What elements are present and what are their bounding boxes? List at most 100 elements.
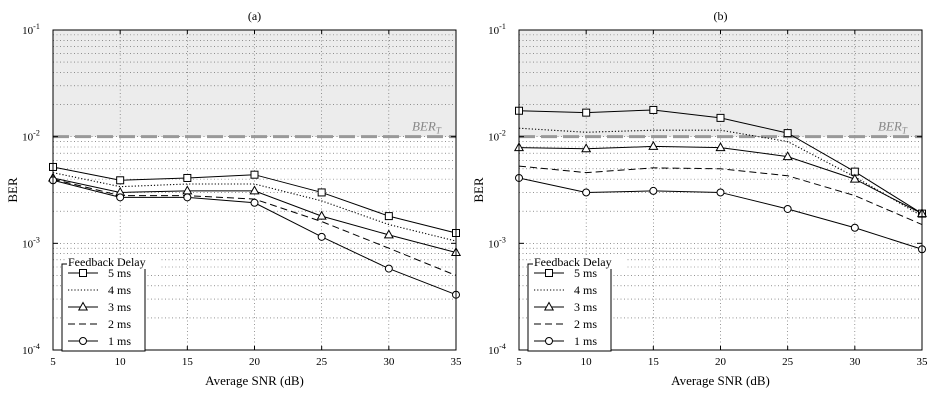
y-tick-exp: -4 — [499, 342, 506, 351]
data-point — [782, 151, 793, 161]
y-tick-exp: -1 — [33, 22, 40, 31]
series-1-ms — [49, 176, 460, 299]
legend-marker — [79, 269, 87, 277]
y-tick-exp: -2 — [499, 129, 506, 138]
legend-marker — [545, 269, 553, 277]
legend-marker — [545, 337, 553, 345]
y-tick-base: 10 — [488, 132, 500, 144]
legend-label: 1 ms — [108, 334, 131, 348]
data-point — [582, 108, 591, 117]
y-tick-base: 10 — [488, 25, 500, 37]
y-tick-exp: -3 — [499, 235, 506, 244]
y-axis-label: BER — [5, 177, 20, 203]
data-point — [783, 129, 792, 138]
y-tick-base: 10 — [22, 132, 34, 144]
y-tick-base: 10 — [22, 25, 34, 37]
legend-title: Feedback Delay — [534, 255, 612, 269]
legend-marker — [543, 301, 555, 311]
legend-title-bg — [67, 255, 159, 269]
y-axis-label: BER — [471, 177, 486, 203]
x-tick-label: 20 — [249, 356, 261, 368]
x-tick-label: 15 — [182, 356, 194, 368]
data-point — [250, 170, 259, 179]
series-2-ms — [518, 165, 923, 226]
y-tick-exp: -2 — [33, 129, 40, 138]
x-tick-label: 5 — [50, 356, 56, 368]
series-3-ms — [513, 140, 928, 218]
series-1-ms — [515, 173, 926, 254]
data-point — [648, 140, 659, 150]
y-tick-label: 10-2 — [22, 129, 40, 144]
y-tick-exp: -4 — [33, 342, 40, 351]
data-point — [715, 142, 726, 152]
x-axis-label: Average SNR (dB) — [205, 373, 304, 388]
x-tick-label: 35 — [451, 356, 463, 368]
data-point — [116, 193, 125, 202]
x-tick-label: 20 — [715, 356, 727, 368]
legend-label: 3 ms — [574, 300, 597, 314]
legend-label: 3 ms — [108, 300, 131, 314]
x-tick-label: 15 — [648, 356, 660, 368]
threshold-label-main: BER — [878, 119, 902, 134]
y-tick-base: 10 — [22, 345, 34, 357]
y-tick-label: 10-4 — [22, 342, 40, 357]
data-point — [317, 188, 326, 197]
threshold-label-sub: T — [902, 126, 908, 136]
y-tick-label: 10-3 — [488, 235, 506, 250]
y-tick-label: 10-1 — [22, 22, 40, 37]
y-tick-label: 10-4 — [488, 342, 506, 357]
x-tick-label: 30 — [849, 356, 861, 368]
legend-label: 1 ms — [574, 334, 597, 348]
data-point — [716, 113, 725, 122]
data-point — [850, 223, 859, 232]
x-tick-label: 5 — [516, 356, 522, 368]
data-point — [582, 188, 591, 197]
data-point — [249, 185, 260, 195]
data-point — [250, 198, 259, 207]
threshold-label: BERT — [412, 119, 442, 136]
x-axis-label: Average SNR (dB) — [671, 373, 770, 388]
data-point — [649, 105, 658, 114]
legend-title-bg — [533, 255, 625, 269]
legend-marker — [77, 301, 89, 311]
data-point — [849, 173, 860, 183]
threshold-label: BERT — [878, 119, 908, 136]
legend-label: 2 ms — [108, 317, 131, 331]
legend-title: Feedback Delay — [68, 255, 146, 269]
data-point — [183, 193, 192, 202]
series-3-ms — [47, 172, 462, 257]
x-tick-label: 35 — [917, 356, 929, 368]
data-point — [384, 264, 393, 273]
x-tick-label: 10 — [115, 356, 127, 368]
x-tick-label: 25 — [316, 356, 328, 368]
y-tick-label: 10-3 — [22, 235, 40, 250]
legend-label: 5 ms — [574, 266, 597, 280]
y-tick-exp: -1 — [499, 22, 506, 31]
data-point — [183, 173, 192, 182]
threshold-label-sub: T — [436, 126, 442, 136]
legend-label: 4 ms — [574, 283, 597, 297]
x-tick-label: 10 — [581, 356, 593, 368]
x-tick-label: 25 — [782, 356, 794, 368]
data-point — [384, 212, 393, 221]
legend-label: 5 ms — [108, 266, 131, 280]
data-point — [316, 210, 327, 220]
data-point — [317, 232, 326, 241]
x-tick-label: 30 — [383, 356, 395, 368]
legend-marker — [79, 337, 87, 345]
legend-label: 4 ms — [108, 283, 131, 297]
panel-title: (a) — [248, 9, 261, 23]
series-line — [52, 172, 457, 242]
y-tick-exp: -3 — [33, 235, 40, 244]
panel-title: (b) — [714, 9, 728, 23]
legend-label: 2 ms — [574, 317, 597, 331]
data-point — [116, 176, 125, 185]
data-point — [581, 143, 592, 153]
y-tick-label: 10-2 — [488, 129, 506, 144]
y-tick-label: 10-1 — [488, 22, 506, 37]
